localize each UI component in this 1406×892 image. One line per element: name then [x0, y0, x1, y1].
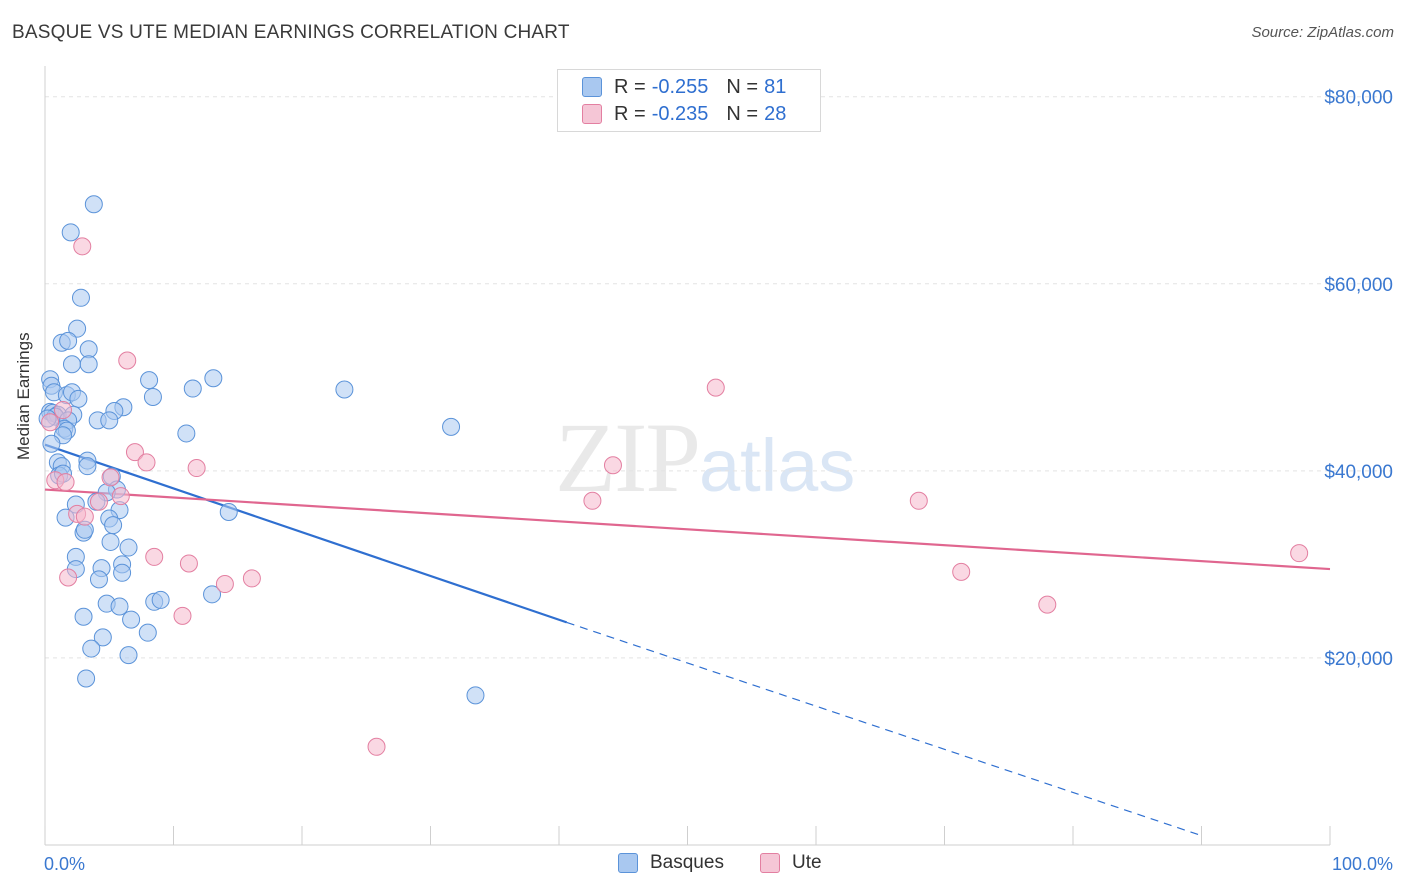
n-value: 28 — [764, 102, 787, 125]
basques-point — [122, 610, 141, 629]
basques-point — [119, 646, 138, 665]
x-tick-label: 0.0% — [44, 854, 85, 874]
r-label: R = — [614, 102, 646, 125]
basques-point — [140, 371, 159, 390]
ute-point — [118, 351, 137, 370]
basques-point — [113, 563, 132, 582]
basques-point — [59, 331, 78, 350]
ute-point — [603, 456, 622, 475]
basques-point — [335, 380, 354, 399]
basques-point — [79, 340, 98, 359]
y-tick-label: $20,000 — [1324, 649, 1393, 670]
basques-point — [183, 379, 202, 398]
basques-point — [78, 457, 97, 476]
ute-point — [89, 492, 108, 511]
basques-point — [84, 195, 103, 214]
correlation-legend: R = -0.255 N = 81 R = -0.235 N = 28 — [557, 69, 821, 132]
y-tick-label: $60,000 — [1324, 275, 1393, 296]
basques-point — [119, 538, 138, 557]
ute-point — [145, 547, 164, 566]
n-label: N = — [726, 102, 759, 125]
basques-swatch — [582, 77, 602, 97]
ute-point — [1290, 544, 1309, 563]
x-tick-label: 100.0% — [1332, 854, 1393, 874]
legend-row-ute: R = -0.235 N = 28 — [582, 102, 786, 126]
watermark-atlas: atlas — [699, 424, 856, 507]
basques-point — [71, 288, 90, 307]
basques-point — [203, 585, 222, 604]
basques-point — [68, 319, 87, 338]
ute-point — [75, 507, 94, 526]
ute-point — [137, 453, 156, 472]
series-legend: Basques Ute — [0, 852, 1406, 876]
ute-trend-line — [44, 488, 1331, 571]
n-label: N = — [726, 75, 759, 98]
basques-point — [62, 355, 81, 374]
basques-point — [69, 389, 88, 408]
basques-point — [100, 411, 119, 430]
ute-point — [1038, 595, 1057, 614]
basques-point — [89, 570, 108, 589]
ute-point — [909, 491, 928, 510]
ute-point — [187, 459, 206, 478]
n-value: 81 — [764, 75, 787, 98]
r-value: -0.255 — [651, 75, 709, 98]
basques-point — [93, 628, 112, 647]
ute-point — [125, 443, 144, 462]
ute-point — [583, 491, 602, 510]
basques-point — [143, 387, 162, 406]
basques-point — [219, 503, 238, 522]
basques-point — [61, 223, 80, 242]
ute-legend-swatch — [760, 853, 780, 873]
ute-point — [101, 468, 120, 487]
r-label: R = — [614, 75, 646, 98]
basques-legend-swatch — [618, 853, 638, 873]
y-tick-label: $40,000 — [1324, 462, 1393, 483]
basques-point — [104, 516, 123, 535]
r-value: -0.235 — [651, 102, 709, 125]
basques-point — [42, 434, 61, 453]
basques-point — [110, 597, 129, 616]
basques-point — [466, 686, 485, 705]
chart-title: BASQUE VS UTE MEDIAN EARNINGS CORRELATIO… — [12, 22, 570, 43]
ute-point — [242, 569, 261, 588]
basques-point — [82, 639, 101, 658]
basques-point — [77, 669, 96, 688]
y-tick-label: $80,000 — [1324, 88, 1393, 109]
ute-point — [367, 737, 386, 756]
watermark-zip: ZIP — [555, 402, 701, 513]
legend-item-basques[interactable]: Basques — [618, 852, 724, 874]
legend-row-basques: R = -0.255 N = 81 — [582, 75, 786, 99]
ute-point — [53, 401, 72, 420]
basques-trend-extension — [566, 621, 1202, 837]
ute-point — [952, 562, 971, 581]
ute-point — [111, 487, 130, 506]
source-label: Source: ZipAtlas.com — [1251, 24, 1394, 41]
y-axis-label: Median Earnings — [14, 332, 33, 460]
basques-point — [138, 623, 157, 642]
ute-point — [706, 378, 725, 397]
ute-point — [59, 568, 78, 587]
ute-swatch — [582, 104, 602, 124]
basques-point — [442, 417, 461, 436]
basques-point — [101, 532, 120, 551]
basques-point — [79, 355, 98, 374]
basques-point — [74, 607, 93, 626]
legend-item-ute[interactable]: Ute — [760, 852, 822, 874]
ute-point — [73, 237, 92, 256]
basques-point — [177, 424, 196, 443]
legend-label-ute: Ute — [792, 852, 822, 873]
ute-point — [56, 473, 75, 492]
watermark: ZIPatlas — [555, 400, 855, 515]
ute-point — [215, 575, 234, 594]
basques-trend-line — [44, 443, 568, 624]
basques-point — [151, 590, 170, 609]
ute-point — [41, 413, 60, 432]
ute-point — [179, 554, 198, 573]
ute-point — [173, 606, 192, 625]
basques-point — [204, 369, 223, 388]
legend-label-basques: Basques — [650, 852, 724, 873]
